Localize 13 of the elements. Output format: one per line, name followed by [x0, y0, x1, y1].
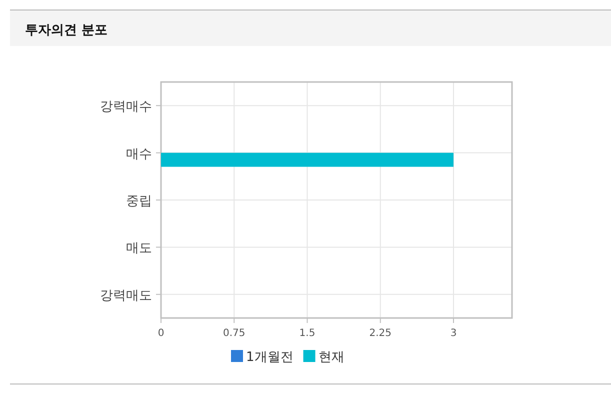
x-tick-label: 0	[158, 328, 164, 339]
x-tick-label: 1.5	[299, 328, 316, 339]
y-tick-label: 매도	[126, 241, 152, 256]
legend-label: 1개월전	[246, 350, 294, 365]
y-tick-label: 강력매도	[100, 288, 152, 304]
y-tick-label: 강력매수	[100, 100, 152, 115]
title: 투자의견 분포	[25, 23, 108, 38]
x-tick-label: 3	[450, 328, 457, 339]
legend-label: 현재	[318, 350, 344, 365]
x-tick-label: 2.25	[369, 328, 392, 339]
y-tick-label: 중립	[126, 194, 152, 209]
x-tick-label: 0.75	[222, 328, 246, 339]
y-tick-label: 매수	[126, 146, 152, 162]
